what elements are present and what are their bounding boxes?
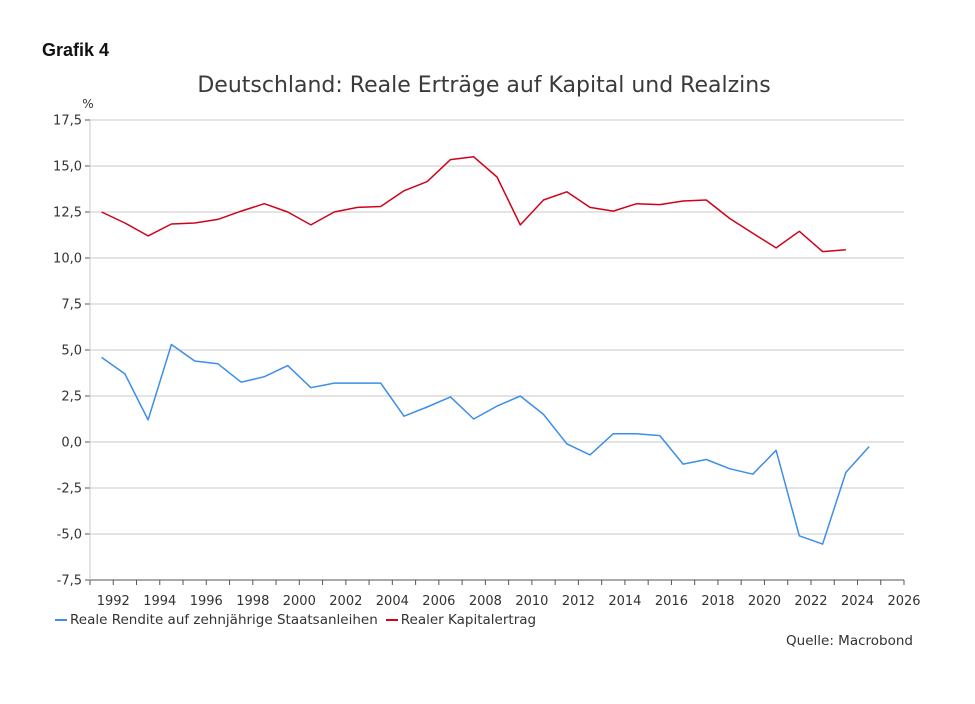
legend: Reale Rendite auf zehnjährige Staatsanle… xyxy=(55,612,536,628)
y-axis-ticks: -7,5 -5,0 -2,5 0,0 2,5 5,0 7,5 10,0 12,5 15,0 17,5 xyxy=(53,114,90,589)
y-tick-label: 17,5 xyxy=(53,114,82,129)
x-tick-label: 2022 xyxy=(794,594,827,609)
x-tick-label: 2000 xyxy=(283,594,316,609)
x-tick-label: 1998 xyxy=(236,594,269,609)
figure-label: Grafik 4 xyxy=(42,40,110,60)
series-line-capital-return xyxy=(101,156,846,253)
x-tick-label: 1994 xyxy=(143,594,176,609)
gridlines xyxy=(90,119,904,581)
x-tick-label: 2006 xyxy=(422,594,455,609)
y-tick-label: -5,0 xyxy=(57,528,82,543)
x-tick-label: 2010 xyxy=(515,594,548,609)
series-line-bond-yield xyxy=(101,343,870,545)
x-tick-label: 2020 xyxy=(748,594,781,609)
source-note: Quelle: Macrobond xyxy=(786,633,913,649)
x-tick-label: 2016 xyxy=(655,594,688,609)
y-tick-label: -2,5 xyxy=(57,482,82,497)
x-tick-label: 2014 xyxy=(608,594,641,609)
y-tick-label: 12,5 xyxy=(53,206,82,221)
x-tick-label: 2012 xyxy=(562,594,595,609)
x-tick-label: 1992 xyxy=(97,594,130,609)
legend-swatch-red xyxy=(385,619,398,621)
legend-label-bond-yield: Reale Rendite auf zehnjährige Staatsanle… xyxy=(70,612,378,628)
y-axis-unit: % xyxy=(82,97,93,111)
x-tick-label: 2018 xyxy=(701,594,734,609)
y-tick-label: 15,0 xyxy=(53,160,82,175)
x-tick-label: 2008 xyxy=(469,594,502,609)
x-axis: 1992 1994 1996 1998 2000 2002 2004 2006 2008 2010… xyxy=(89,120,921,609)
x-tick-label: 2024 xyxy=(841,594,874,609)
legend-item-bond-yield: Reale Rendite auf zehnjährige Staatsanle… xyxy=(55,612,378,628)
legend-swatch-blue xyxy=(55,619,67,621)
legend-item-capital-return: Realer Kapitalertrag xyxy=(385,612,537,628)
chart-title: Deutschland: Reale Erträge auf Kapital u… xyxy=(197,73,770,98)
x-tick-label: 1996 xyxy=(190,594,223,609)
x-tick-label: 2002 xyxy=(329,594,362,609)
y-tick-label: 5,0 xyxy=(61,344,82,359)
y-tick-label: 0,0 xyxy=(61,436,82,451)
y-tick-label: 2,5 xyxy=(61,390,82,405)
y-tick-label: 10,0 xyxy=(53,252,82,267)
y-tick-label: -7,5 xyxy=(57,574,82,589)
x-tick-label: 2004 xyxy=(376,594,409,609)
legend-label-capital-return: Realer Kapitalertrag xyxy=(400,612,537,628)
y-tick-label: 7,5 xyxy=(61,298,82,313)
x-tick-label: 2026 xyxy=(887,594,920,609)
series-lines xyxy=(101,156,870,545)
